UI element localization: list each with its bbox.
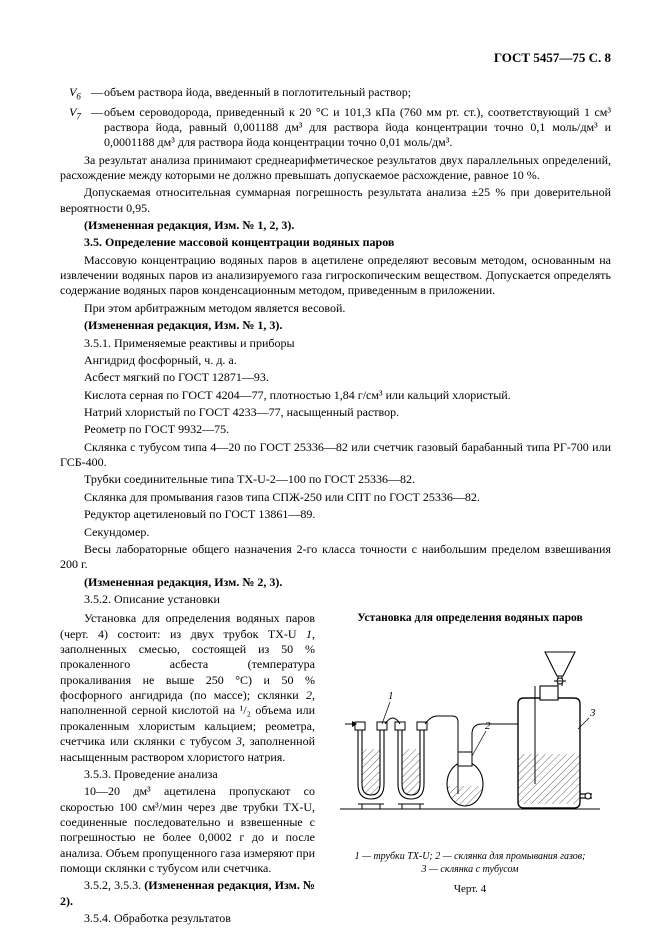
para-result: За результат анализа принимают среднеари…: [60, 153, 611, 184]
definition-v7: V7 — объем сероводорода, приведенный к 2…: [60, 105, 611, 151]
reagent-1: Ангидрид фосфорный, ч. д. а.: [60, 353, 611, 368]
svg-text:1: 1: [388, 690, 394, 702]
v6-sub: 6: [76, 91, 81, 101]
figure-title: Установка для определения водяных паров: [329, 611, 611, 626]
heading-3-5-3: 3.5.3. Проведение анализа: [60, 767, 315, 782]
para-error: Допускаемая относительная суммарная погр…: [60, 185, 611, 216]
reagent-6: Склянка с тубусом типа 4—20 по ГОСТ 2533…: [60, 440, 611, 471]
para-changed-4: 3.5.2, 3.5.3. (Измененная редакция, Изм.…: [60, 878, 315, 909]
heading-3-5: 3.5. Определение массовой концентрации в…: [60, 235, 611, 250]
figure-caption: 1 — трубки ТХ-U; 2 — склянка для промыва…: [329, 850, 611, 876]
reagent-10: Секундомер.: [60, 525, 611, 540]
heading-3-5-2: 3.5.2. Описание установки: [60, 592, 611, 607]
right-column: Установка для определения водяных паров: [329, 611, 611, 928]
label-3: 3: [578, 707, 596, 729]
reagent-11: Весы лабораторные общего назначения 2-го…: [60, 542, 611, 573]
label-1: 1: [382, 690, 394, 724]
para-changed-1: (Измененная редакция, Изм. № 1, 2, 3).: [60, 218, 611, 233]
reagent-9: Редуктор ацетиленовый по ГОСТ 13861—89.: [60, 507, 611, 522]
page: ГОСТ 5457—75 С. 8 V6 — объем раствора йо…: [0, 0, 661, 936]
svg-text:2: 2: [485, 720, 491, 732]
heading-3-5-4: 3.5.4. Обработка результатов: [60, 911, 315, 926]
figure-label: Черт. 4: [329, 882, 611, 896]
aspirator-bottle-icon: [518, 652, 592, 808]
para-changed-3: (Измененная редакция, Изм. № 2, 3).: [60, 575, 611, 590]
para-arbitration: При этом арбитражным методом является ве…: [60, 301, 611, 316]
reagent-7: Трубки соединительные типа ТХ-U-2—100 по…: [60, 472, 611, 487]
page-header: ГОСТ 5457—75 С. 8: [60, 50, 611, 67]
reagent-8: Склянка для промывания газов типа СПЖ-25…: [60, 490, 611, 505]
v6-text: объем раствора йода, введенный в поглоти…: [104, 85, 611, 103]
apparatus-diagram: 1 2: [340, 634, 600, 844]
reagent-3: Кислота серная по ГОСТ 4204—77, плотност…: [60, 388, 611, 403]
setup-description: Установка для определения водяных паров …: [60, 611, 315, 765]
definition-v6: V6 — объем раствора йода, введенный в по…: [60, 85, 611, 103]
reagent-4: Натрий хлористый по ГОСТ 4233—77, насыще…: [60, 405, 611, 420]
two-column-block: Установка для определения водяных паров …: [60, 611, 611, 928]
para-method: Массовую концентрацию водяных паров в ац…: [60, 253, 611, 299]
reagent-5: Реометр по ГОСТ 9932—75.: [60, 422, 611, 437]
reagent-2: Асбест мягкий по ГОСТ 12871—93.: [60, 370, 611, 385]
heading-3-5-1: 3.5.1. Применяемые реактивы и приборы: [60, 336, 611, 351]
v7-sub: 7: [76, 111, 81, 121]
left-column: Установка для определения водяных паров …: [60, 611, 315, 928]
u-tube-2-icon: [395, 722, 427, 809]
v7-text: объем сероводорода, приведенный к 20 °С …: [104, 105, 611, 151]
analysis-procedure: 10—20 дм³ ацетилена пропускают со скорос…: [60, 784, 315, 876]
para-changed-2: (Измененная редакция, Изм. № 1, 3).: [60, 318, 611, 333]
label-2: 2: [472, 720, 491, 756]
u-tube-1-icon: [355, 722, 387, 809]
svg-text:3: 3: [589, 707, 596, 719]
